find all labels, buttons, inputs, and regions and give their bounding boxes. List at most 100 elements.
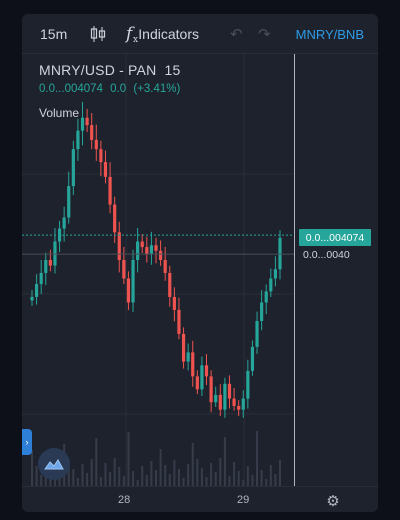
- candle: [80, 117, 85, 131]
- legend-last-price: 0.0...004074: [39, 83, 103, 95]
- volume-bar: [122, 476, 125, 486]
- volume-bar: [145, 475, 148, 486]
- candle: [223, 383, 227, 410]
- candle: [108, 176, 112, 205]
- legend-values: 0.0...004074 0.0 (+3.41%): [39, 83, 184, 95]
- legend-interval: 15: [164, 62, 181, 78]
- candle: [71, 149, 75, 187]
- volume-bar: [67, 460, 70, 486]
- indicators-label: Indicators: [138, 26, 199, 42]
- gear-icon[interactable]: ⚙: [326, 493, 340, 510]
- candle: [154, 245, 158, 251]
- candle: [85, 117, 89, 126]
- chevron-right-icon[interactable]: ›: [22, 429, 32, 455]
- volume-bar: [182, 478, 185, 486]
- volume-bar: [210, 463, 213, 486]
- volume-bar: [40, 475, 43, 486]
- volume-bar: [251, 475, 254, 486]
- volume-bar: [113, 458, 116, 486]
- candle: [44, 260, 48, 273]
- volume-bar: [164, 465, 167, 486]
- candle: [131, 260, 135, 303]
- volume-bar: [242, 480, 245, 486]
- undo-icon[interactable]: ↶: [230, 26, 243, 43]
- time-axis-divider: [22, 486, 378, 487]
- candle: [232, 398, 236, 406]
- volume-bar: [118, 467, 121, 486]
- candle: [181, 333, 186, 362]
- candle: [76, 130, 80, 150]
- candle: [227, 383, 232, 399]
- volume-bar: [237, 471, 240, 486]
- candle: [273, 269, 278, 279]
- candle: [177, 309, 181, 334]
- tradingview-logo-icon[interactable]: [38, 448, 70, 480]
- candle: [204, 365, 209, 377]
- volume-bar: [187, 464, 190, 486]
- candle: [163, 260, 167, 273]
- candles-icon[interactable]: [88, 14, 108, 54]
- volume-legend: Volume: [39, 106, 80, 120]
- volume-bar: [214, 472, 217, 486]
- candle: [94, 139, 98, 150]
- volume-bar: [31, 450, 33, 486]
- candle: [103, 162, 108, 177]
- candle: [195, 376, 199, 390]
- candle: [34, 284, 39, 297]
- volume-bar: [76, 478, 79, 486]
- crosshair-price-label: 0.0...0040: [303, 249, 350, 261]
- candle: [53, 241, 57, 266]
- volume-bar: [136, 480, 139, 486]
- volume-bar: [279, 460, 281, 486]
- candle: [117, 232, 121, 260]
- current-price-badge: 0.0...004074: [299, 229, 371, 246]
- volume-bar: [265, 479, 268, 486]
- candle: [250, 346, 255, 371]
- volume-bar: [168, 474, 171, 486]
- volume-bar: [177, 469, 180, 486]
- candle: [269, 278, 273, 292]
- volume-bar: [256, 431, 259, 486]
- price-axis-divider: [294, 54, 295, 486]
- volume-bar: [246, 466, 249, 486]
- candle: [200, 365, 204, 390]
- candle: [39, 272, 43, 285]
- volume-bar: [155, 470, 157, 486]
- candle: [48, 260, 52, 266]
- volume-bar: [228, 476, 231, 486]
- candle: [168, 272, 172, 297]
- candle: [136, 241, 140, 260]
- volume-bar: [159, 449, 162, 486]
- volume-bar: [132, 471, 135, 486]
- legend-symbol: MNRY/USD - PAN: [39, 62, 157, 78]
- volume-bar: [219, 458, 222, 486]
- volume-bar: [90, 459, 93, 486]
- volume-bar: [127, 432, 130, 486]
- volume-bar: [260, 470, 263, 486]
- volume-bar: [109, 472, 112, 486]
- legend-change-pct: (+3.41%): [133, 83, 181, 95]
- interval-label: 15m: [40, 26, 68, 42]
- interval-selector[interactable]: 15m: [40, 14, 67, 54]
- volume-bar: [35, 466, 38, 486]
- volume-bar: [99, 477, 102, 486]
- symbol-selector[interactable]: MNRY/BNB: [296, 14, 364, 54]
- volume-bar: [269, 465, 272, 486]
- candle: [218, 394, 222, 410]
- volume-bar: [72, 469, 75, 486]
- candle: [140, 241, 144, 248]
- candle: [158, 250, 163, 260]
- volume-bar: [81, 464, 84, 486]
- volume-bar: [53, 479, 56, 486]
- chart-legend: MNRY/USD - PAN 15 0.0...004074 0.0 (+3.4…: [39, 62, 184, 95]
- candle: [191, 352, 195, 377]
- candle: [260, 302, 264, 321]
- candle: [214, 394, 218, 403]
- symbol-label: MNRY/BNB: [295, 26, 364, 42]
- redo-icon[interactable]: ↷: [258, 26, 271, 43]
- candle: [126, 278, 131, 303]
- candle: [264, 291, 268, 303]
